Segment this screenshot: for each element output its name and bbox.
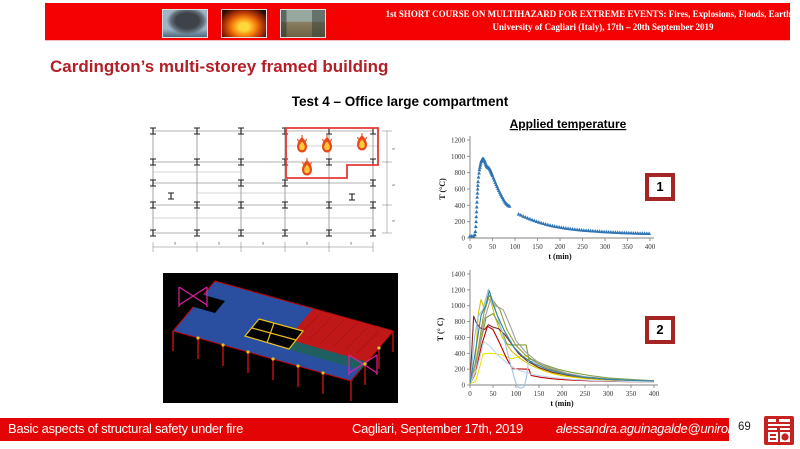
svg-text:250: 250	[580, 390, 591, 398]
fem-model-image	[163, 273, 398, 403]
yellow-frame	[243, 318, 305, 350]
fire-photo	[221, 9, 267, 38]
plan-columns	[149, 127, 377, 237]
course-banner-line2: University of Cagliari (Italy), 17th – 2…	[492, 22, 714, 32]
plan-bottom-dimension-line	[152, 242, 374, 252]
support-markers	[196, 336, 381, 375]
svg-text:t (min): t (min)	[550, 399, 574, 408]
footer-date: Cagliari, September 17th, 2019	[352, 421, 523, 436]
svg-text:600: 600	[455, 186, 466, 194]
svg-text:600: 600	[455, 334, 466, 342]
svg-text:150: 150	[532, 243, 543, 251]
course-banner-text: 1st SHORT COURSE ON MULTIHAZARD FOR EXTR…	[375, 8, 800, 34]
svg-text:200: 200	[557, 390, 568, 398]
plan-secondary-beams	[153, 145, 378, 219]
svg-text:T (° C): T (° C)	[436, 317, 445, 341]
svg-text:T (°C): T (°C)	[438, 178, 447, 200]
svg-text:0: 0	[462, 235, 466, 243]
model-columns	[172, 331, 394, 401]
dim-label: 9	[391, 184, 396, 186]
svg-text:400: 400	[645, 243, 656, 251]
svg-text:Applied temperature: Applied temperature	[510, 117, 627, 131]
svg-text:150: 150	[534, 390, 545, 398]
svg-text:1200: 1200	[451, 286, 466, 294]
plan-right-dimension-line	[382, 130, 392, 234]
fire-icon	[296, 134, 308, 154]
label-box-2: 2	[645, 316, 675, 344]
svg-text:100: 100	[510, 243, 521, 251]
svg-text:350: 350	[626, 390, 637, 398]
dim-label: 9	[218, 241, 220, 246]
slide-subtitle: Test 4 – Office large compartment	[291, 94, 509, 109]
svg-text:200: 200	[455, 218, 466, 226]
flood-photo	[280, 9, 326, 38]
seal-logo	[764, 416, 794, 445]
svg-text:300: 300	[600, 243, 611, 251]
svg-text:250: 250	[577, 243, 588, 251]
measured-temperatures-chart: 0 50 100 150 200 250 300 350 400 0 200 400 600 800 100…	[436, 270, 660, 408]
course-banner: 1st SHORT COURSE ON MULTIHAZARD FOR EXTR…	[45, 3, 800, 41]
svg-text:1200: 1200	[451, 137, 466, 145]
dim-label: 9	[174, 241, 176, 246]
footer-email: alessandra.aguinagalde@uniroma1.it	[556, 421, 762, 436]
svg-text:400: 400	[455, 350, 466, 358]
applied-temperature-chart: 0 50 100 150 200 250 300 350 400 0 200 400 600 800 100…	[438, 117, 656, 261]
svg-text:100: 100	[511, 390, 522, 398]
svg-text:800: 800	[455, 318, 466, 326]
svg-text:0: 0	[468, 390, 472, 398]
fire-icon	[321, 134, 333, 154]
bracing-top-left	[178, 286, 208, 307]
svg-text:50: 50	[490, 390, 498, 398]
course-banner-line1: 1st SHORT COURSE ON MULTIHAZARD FOR EXTR…	[385, 9, 800, 19]
floor-plan-diagram: 9 9 9 9 9 6 9 6	[149, 127, 396, 252]
page-title: Cardington’s multi-storey framed buildin…	[50, 57, 389, 76]
footer-course-title: Basic aspects of structural safety under…	[8, 421, 244, 436]
bracing-bottom-right	[348, 354, 378, 375]
fire-icon	[301, 157, 313, 177]
svg-text:400: 400	[455, 202, 466, 210]
svg-text:0: 0	[468, 243, 472, 251]
svg-text:200: 200	[455, 366, 466, 374]
dim-label: 6	[391, 148, 396, 150]
svg-text:400: 400	[649, 390, 660, 398]
svg-text:0: 0	[462, 382, 466, 390]
svg-text:1000: 1000	[451, 302, 466, 310]
label-box-1: 1	[645, 173, 675, 201]
dim-label: 6	[391, 220, 396, 222]
dim-label: 9	[350, 241, 352, 246]
page-number: 69	[738, 421, 751, 433]
svg-text:200: 200	[555, 243, 566, 251]
svg-text:1400: 1400	[451, 271, 466, 279]
svg-text:t (min): t (min)	[548, 252, 572, 261]
svg-text:800: 800	[455, 169, 466, 177]
fire-compartment-outline	[285, 127, 379, 179]
dim-label: 9	[262, 241, 264, 246]
fire-icon	[356, 132, 368, 152]
svg-text:1000: 1000	[451, 153, 466, 161]
svg-text:350: 350	[622, 243, 633, 251]
svg-text:300: 300	[603, 390, 614, 398]
volcano-eruption-photo	[162, 9, 208, 38]
footer-bar: Basic aspects of structural safety under…	[0, 418, 762, 441]
dim-label: 9	[306, 241, 308, 246]
svg-text:50: 50	[489, 243, 497, 251]
plan-gridlines	[152, 130, 374, 234]
